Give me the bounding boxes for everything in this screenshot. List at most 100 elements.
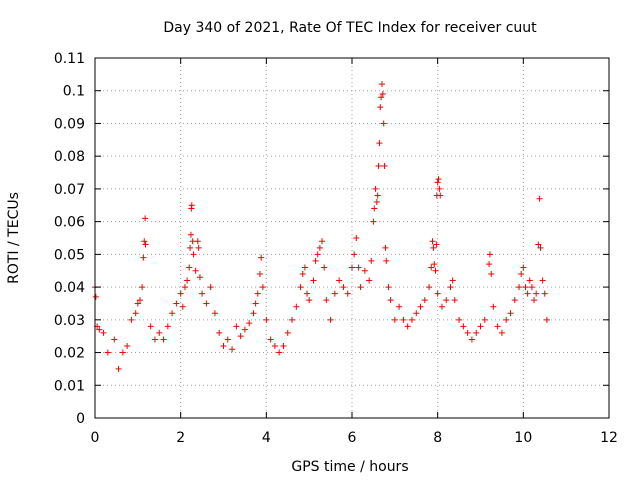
data-point <box>528 284 535 291</box>
data-point <box>151 336 158 343</box>
data-point <box>220 343 227 349</box>
data-point <box>533 290 540 297</box>
data-point <box>280 343 287 349</box>
data-point <box>434 179 441 186</box>
data-point <box>468 336 475 343</box>
data-point <box>380 120 387 127</box>
data-point <box>128 316 135 323</box>
data-point <box>357 284 364 291</box>
data-point <box>306 297 313 304</box>
data-point <box>187 231 194 238</box>
data-point <box>344 290 351 297</box>
data-point <box>370 218 377 225</box>
data-point <box>373 199 380 205</box>
data-point <box>250 310 257 317</box>
data-point <box>503 316 510 323</box>
data-point <box>511 297 518 304</box>
data-point <box>494 323 501 330</box>
data-point <box>490 303 497 310</box>
data-point <box>391 316 398 323</box>
data-point <box>473 329 480 336</box>
data-point <box>368 257 375 264</box>
y-tick-label: 0.09 <box>54 116 85 132</box>
data-point <box>331 290 338 297</box>
data-point <box>196 274 203 281</box>
data-point <box>447 284 454 291</box>
data-point <box>259 284 266 291</box>
data-point <box>428 264 435 271</box>
data-point <box>207 284 214 291</box>
data-point <box>381 163 388 169</box>
y-tick-label: 0.01 <box>54 378 85 394</box>
data-point <box>142 241 149 248</box>
data-point <box>267 336 274 343</box>
chart-title: Day 340 of 2021, Rate Of TEC Index for r… <box>163 20 537 36</box>
data-point <box>516 284 523 291</box>
data-point <box>522 284 529 291</box>
data-point <box>140 254 147 261</box>
data-point <box>385 284 392 291</box>
data-point <box>477 323 484 330</box>
data-point <box>404 323 411 330</box>
data-point <box>375 163 382 169</box>
data-point <box>426 284 433 291</box>
data-point <box>371 205 378 212</box>
data-point <box>181 284 188 291</box>
data-point <box>361 267 368 274</box>
x-tick-label: 2 <box>176 430 185 446</box>
x-tick-label: 6 <box>348 430 357 446</box>
data-point <box>518 271 525 277</box>
data-point <box>434 290 441 297</box>
data-point <box>134 300 141 307</box>
data-point <box>541 290 548 297</box>
data-point <box>224 336 231 343</box>
data-point <box>486 261 493 268</box>
data-point <box>336 277 343 284</box>
data-point <box>351 251 358 258</box>
data-point <box>417 303 424 310</box>
x-tick-label: 10 <box>514 430 532 446</box>
data-point <box>229 346 236 353</box>
data-point <box>96 326 103 333</box>
data-point <box>536 195 543 202</box>
data-point <box>301 264 308 271</box>
data-point <box>507 310 514 317</box>
data-point <box>520 264 527 271</box>
data-point <box>119 349 126 356</box>
data-point <box>289 316 296 323</box>
data-point <box>252 300 259 307</box>
data-point <box>258 254 265 261</box>
data-point <box>353 235 360 241</box>
data-point <box>139 284 146 291</box>
data-point <box>142 215 149 222</box>
y-tick-label: 0 <box>76 411 85 427</box>
data-point <box>524 290 531 297</box>
data-point <box>327 316 334 323</box>
data-point <box>304 290 311 297</box>
data-point <box>190 251 197 258</box>
data-point <box>179 303 186 310</box>
y-tick-label: 0.03 <box>54 313 85 329</box>
data-point <box>400 316 407 323</box>
y-tick-label: 0.05 <box>54 247 85 263</box>
data-point <box>486 251 493 258</box>
data-point <box>314 251 321 258</box>
data-point <box>460 323 467 330</box>
data-point <box>498 329 505 336</box>
y-tick-label: 0.11 <box>54 51 85 67</box>
data-point <box>160 336 167 343</box>
data-point <box>413 310 420 317</box>
data-point <box>237 333 244 340</box>
data-point <box>173 300 180 307</box>
data-point <box>124 343 131 349</box>
data-point <box>136 297 143 304</box>
data-point <box>408 316 415 323</box>
data-point <box>539 277 546 284</box>
data-point <box>184 277 191 284</box>
data-point <box>438 303 445 310</box>
data-point <box>430 244 437 251</box>
data-point <box>156 329 163 336</box>
data-point <box>429 238 436 245</box>
y-tick-label: 0.1 <box>63 84 85 100</box>
